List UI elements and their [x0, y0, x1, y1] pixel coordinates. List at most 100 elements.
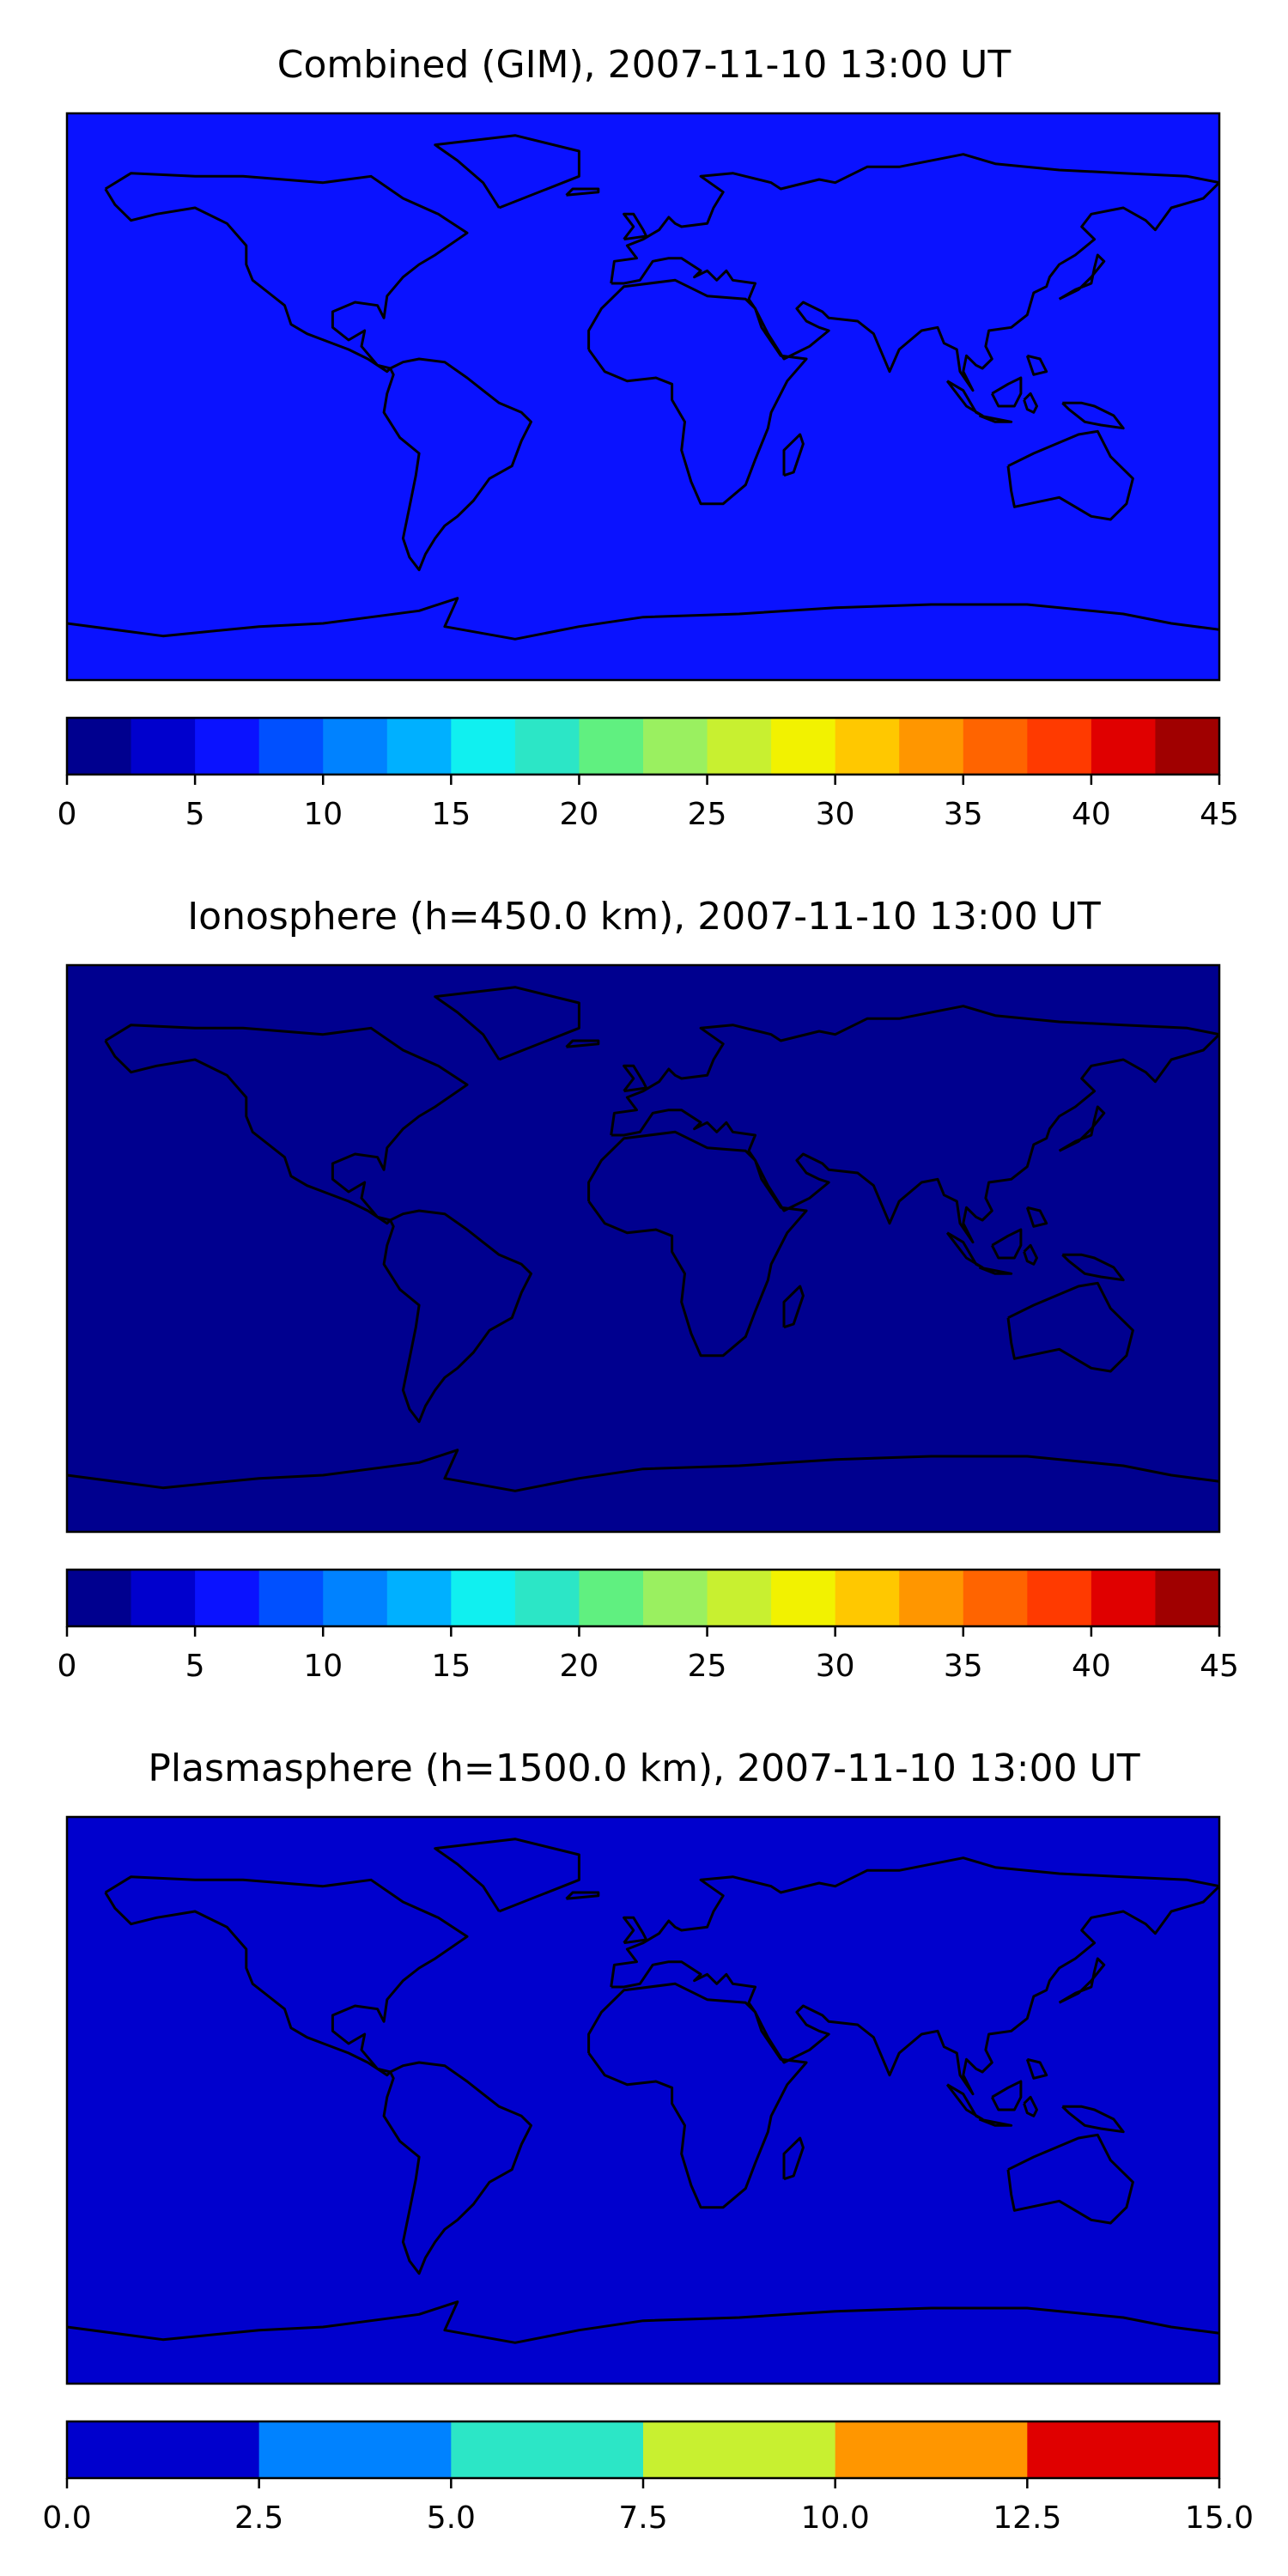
coastline-15 [565, 1039, 600, 1048]
colorbar-bin [963, 1570, 1028, 1626]
colorbar-bin [195, 718, 260, 775]
map-frame-2 [65, 963, 1221, 1534]
colorbar-3: 0.0 2.5 5.0 7.5 10.0 12.5 15.0 [42, 2420, 1254, 2536]
colorbar-bin [131, 1570, 196, 1626]
coastline-15 [565, 187, 600, 197]
colorbar-tick-label: 35 [944, 797, 983, 832]
colorbar-tick-label: 40 [1072, 1649, 1111, 1684]
colorbar-tick-label: 7.5 [618, 2500, 667, 2536]
contour-region-2-1 [67, 965, 1219, 1532]
colorbar-tick-label: 5 [185, 797, 205, 832]
coastline-1 [104, 1875, 469, 2077]
colorbar-bin [258, 718, 324, 775]
coastline-3 [434, 1838, 580, 1913]
colorbar-frame [65, 716, 1221, 776]
coastline-13 [1058, 1957, 1106, 2004]
colorbar-tick-label: 15 [431, 797, 471, 832]
colorbar-bin [1091, 1570, 1157, 1626]
coastline-15 [565, 1891, 600, 1900]
coastline-1 [104, 172, 469, 374]
colorbar-tick-label: 10 [303, 1649, 343, 1684]
coastline-6 [1006, 429, 1134, 521]
coastline-7 [1061, 401, 1125, 430]
colorbar-bin [1027, 1570, 1092, 1626]
colorbar-bin [195, 1570, 260, 1626]
colorbar-bin [963, 718, 1028, 775]
coastline-12 [1025, 354, 1048, 376]
coastline-8 [945, 1231, 984, 1269]
colorbar-tick-label: 5 [185, 1649, 205, 1684]
chart-title-1: Combined (GIM), 2007-11-10 13:00 UT [277, 43, 1012, 87]
colorbar-bin [451, 1570, 516, 1626]
coastline-4 [587, 1982, 808, 2209]
coastline-7 [1061, 2105, 1125, 2134]
colorbar-tick-label: 25 [688, 797, 727, 832]
coastline-8 [945, 2083, 984, 2121]
coastline-16 [782, 1285, 805, 1329]
coastlines [67, 986, 1219, 1492]
coastline-14 [623, 212, 648, 241]
coastline-2 [382, 357, 532, 572]
coastline-3 [434, 986, 580, 1061]
map-field-3 [67, 1817, 1219, 2384]
coastline-17 [67, 1449, 1219, 1492]
colorbar-bin [451, 718, 516, 775]
colorbar-bin [1155, 718, 1220, 775]
colorbar-bin [835, 718, 900, 775]
coastline-12 [1025, 1206, 1048, 1228]
coastline-4 [587, 1130, 808, 1358]
colorbar-bin [707, 1570, 772, 1626]
coastline-9 [990, 376, 1023, 408]
coastline-10 [978, 414, 1013, 423]
colorbar-bin [771, 718, 836, 775]
colorbar-bin [67, 718, 132, 775]
colorbar-bin [514, 1570, 580, 1626]
map-frame-3 [65, 1815, 1221, 2385]
colorbar-bin [643, 2421, 836, 2478]
coastline-9 [990, 1228, 1023, 1260]
colorbar-tick-label: 10 [303, 797, 343, 832]
colorbar-tick-label: 20 [560, 797, 599, 832]
colorbar-bin [131, 718, 196, 775]
colorbar-bin [1155, 1570, 1220, 1626]
coastline-10 [978, 1266, 1013, 1275]
coastline-17 [67, 597, 1219, 641]
coastlines [67, 134, 1219, 641]
coastline-11 [1023, 2095, 1038, 2117]
colorbar-bin [67, 2421, 260, 2478]
colorbar-tick-label: 35 [944, 1649, 983, 1684]
colorbar-bin [258, 2421, 452, 2478]
colorbar-bin [67, 1570, 132, 1626]
coastline-4 [587, 278, 808, 506]
colorbar-tick-label: 30 [816, 797, 855, 832]
colorbar-tick-label: 15.0 [1185, 2500, 1254, 2536]
coastline-2 [382, 2061, 532, 2275]
map-frame-1 [65, 112, 1221, 682]
coastline-14 [623, 1916, 648, 1945]
colorbar-bin [579, 1570, 644, 1626]
colorbar-frame [65, 1568, 1221, 1628]
coastline-17 [67, 2300, 1219, 2344]
coastline-2 [382, 1209, 532, 1424]
colorbar-bin [514, 718, 580, 775]
colorbar-bin [1027, 718, 1092, 775]
contour-region-1-1 [67, 113, 1219, 680]
colorbar-bin [899, 718, 964, 775]
map-field-1 [67, 113, 1219, 680]
coastline-7 [1061, 1253, 1125, 1282]
coastline-11 [1023, 1243, 1038, 1266]
colorbar-bin [386, 1570, 452, 1626]
coastline-13 [1058, 253, 1106, 301]
coastline-6 [1006, 2133, 1134, 2225]
colorbar-tick-label: 0 [58, 797, 77, 832]
colorbar-1: 0 5 10 15 20 25 30 35 40 45 [58, 716, 1239, 832]
coastline-16 [782, 433, 805, 477]
colorbar-2: 0 5 10 15 20 25 30 35 40 45 [58, 1568, 1239, 1684]
colorbar-bin [835, 1570, 900, 1626]
colorbar-bin [771, 1570, 836, 1626]
colorbar-tick-label: 5.0 [427, 2500, 476, 2536]
contour-region-3-1 [67, 1817, 1219, 2384]
colorbar-tick-label: 30 [816, 1649, 855, 1684]
colorbar-tick-label: 15 [431, 1649, 471, 1684]
coastline-8 [945, 380, 984, 417]
